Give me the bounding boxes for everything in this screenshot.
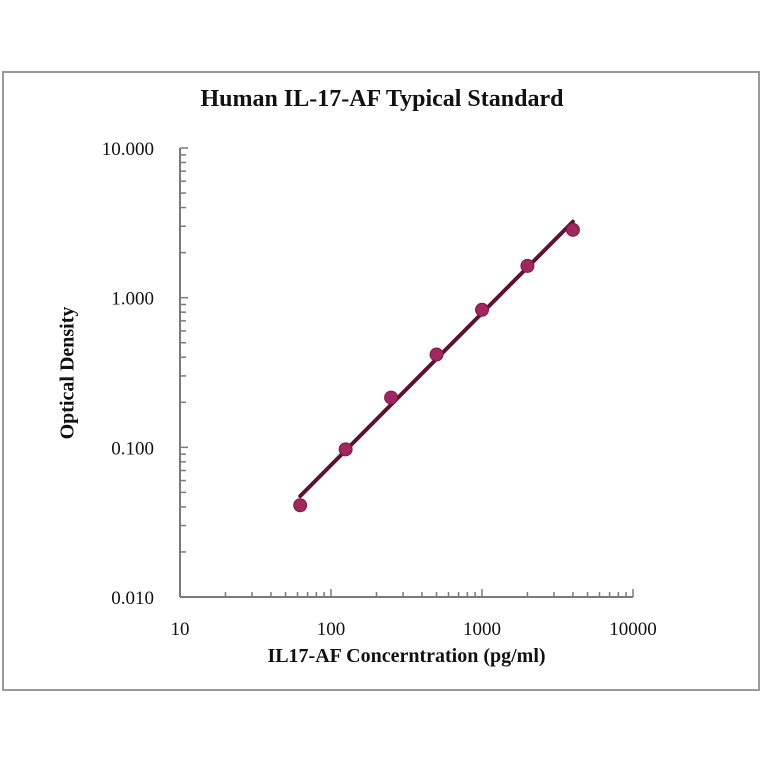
y-tick-label: 0.100 xyxy=(111,438,154,459)
data-point xyxy=(565,222,580,237)
data-point xyxy=(384,390,399,405)
x-axis-label: IL17-AF Concerntration (pg/ml) xyxy=(267,645,546,667)
data-point xyxy=(429,347,444,362)
x-tick-label: 10000 xyxy=(609,619,657,640)
chart-frame xyxy=(2,71,760,691)
data-point xyxy=(338,442,353,457)
data-point xyxy=(293,498,308,513)
x-tick-label: 100 xyxy=(317,619,346,640)
x-tick-label: 10 xyxy=(171,619,190,640)
y-tick-label: 0.010 xyxy=(111,588,154,609)
data-point xyxy=(520,258,535,273)
x-tick-label: 1000 xyxy=(463,619,501,640)
y-tick-label: 10.000 xyxy=(102,139,154,160)
chart-title: Human IL-17-AF Typical Standard xyxy=(200,86,564,112)
data-point xyxy=(475,302,489,317)
y-tick-label: 1.000 xyxy=(111,289,154,310)
